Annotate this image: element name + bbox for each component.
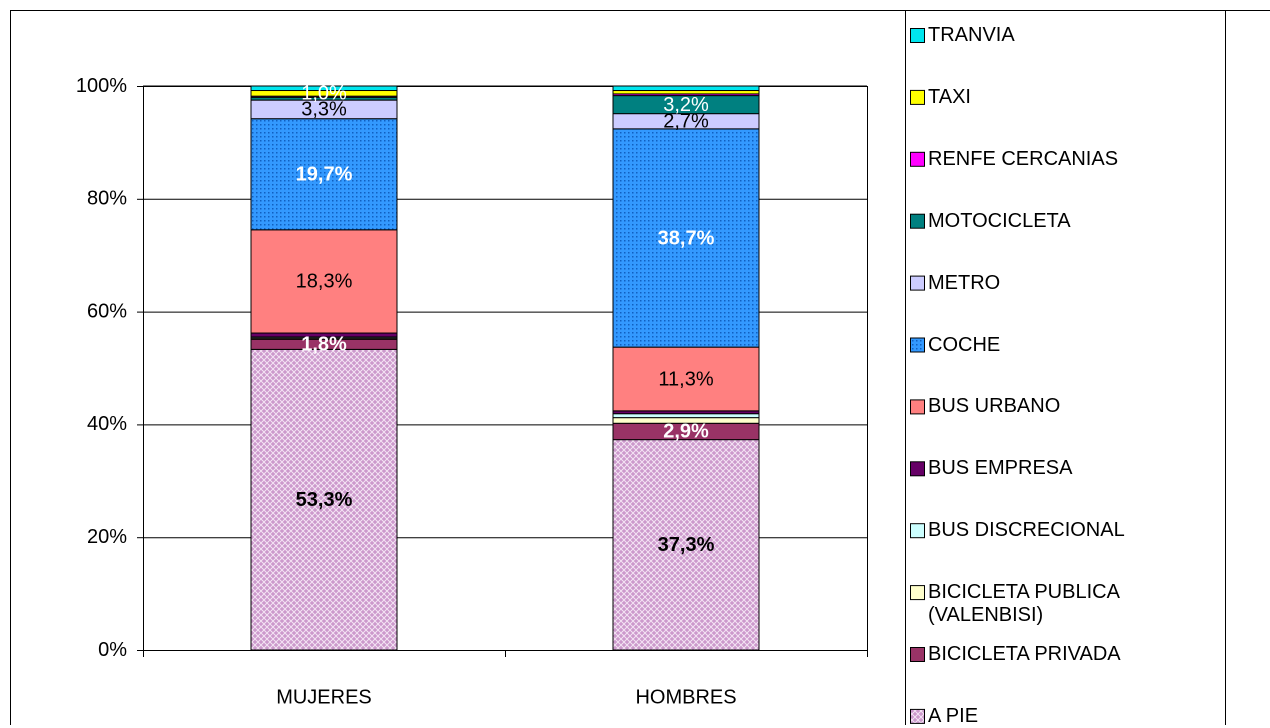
legend-label: BUS EMPRESA (928, 457, 1190, 480)
legend-label: BICICLETA PRIVADA (928, 643, 1190, 666)
bar-segment (613, 414, 759, 418)
x-tick-label: MUJERES (276, 686, 372, 708)
legend-label: TAXI (928, 86, 1190, 109)
legend-swatch (911, 276, 925, 290)
data-label: 18,3% (296, 271, 353, 293)
data-label: 19,7% (296, 164, 353, 186)
legend-label: METRO (928, 272, 1190, 295)
legend-label: TRANVIA (928, 24, 1190, 47)
legend-swatch (911, 400, 925, 414)
legend-swatch (911, 338, 925, 352)
x-tick-label: HOMBRES (635, 686, 736, 708)
data-label: 37,3% (658, 534, 715, 556)
data-label: 38,7% (658, 227, 715, 249)
data-label: 11,3% (658, 368, 713, 390)
legend-label: COCHE (928, 334, 1190, 357)
y-tick-label: 80% (87, 188, 127, 210)
legend-swatch (911, 214, 925, 228)
legend-swatch (911, 462, 925, 476)
legend-swatch (911, 709, 925, 723)
legend-swatch (911, 29, 925, 43)
legend-label: BUS URBANO (928, 395, 1190, 418)
data-label: 1,8% (301, 334, 347, 356)
legend-label: MOTOCICLETA (928, 210, 1190, 233)
data-label: 2,9% (663, 421, 709, 443)
legend-label: BUS DISCRECIONAL (928, 519, 1190, 542)
y-tick-label: 40% (87, 413, 127, 435)
data-label: 3,2% (663, 94, 709, 116)
data-label: 53,3% (296, 489, 353, 511)
legend-swatch (911, 90, 925, 104)
y-tick-label: 60% (87, 300, 127, 322)
legend-swatch (911, 586, 925, 600)
legend-label: A PIE (928, 705, 1190, 728)
legend-label: RENFE CERCANIAS (928, 148, 1190, 171)
y-tick-label: 100% (76, 75, 127, 97)
y-tick-label: 20% (87, 526, 127, 548)
data-label: 1,0% (301, 83, 347, 105)
legend-swatch (911, 648, 925, 662)
legend-label: BICICLETA PUBLICA (VALENBISI) (928, 581, 1190, 627)
bar-segment (613, 86, 759, 91)
legend-swatch (911, 524, 925, 538)
y-tick-label: 0% (98, 639, 127, 661)
legend-swatch (911, 152, 925, 166)
